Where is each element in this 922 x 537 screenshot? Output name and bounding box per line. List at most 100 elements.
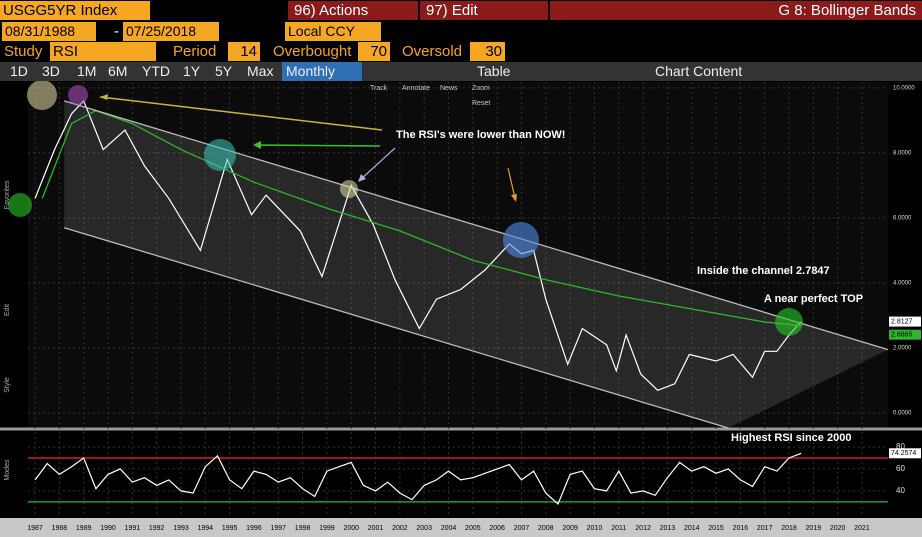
highlight [68,85,88,105]
value-tag-label: 74.2574 [891,450,916,457]
value-tag-label: 2.6865 [891,332,913,339]
date-separator: - [114,23,119,40]
x-tick-label: 1992 [149,525,165,532]
period-field[interactable]: 14 [228,42,260,61]
y-tick-label: 80 [896,442,905,451]
annotation: Inside the channel 2.7847 [697,265,830,277]
highlight [27,81,57,110]
oversold-field[interactable]: 30 [470,42,505,61]
x-tick-label: 2012 [635,525,651,532]
series-line [34,452,802,506]
arrow-head [253,141,261,149]
highlight [340,180,358,198]
range-button[interactable]: Max [247,63,274,79]
x-tick-label: 2016 [733,525,749,532]
x-tick-label: 2011 [611,525,626,532]
study-label: Study [4,43,43,60]
arrow [359,147,396,181]
x-tick-label: 2000 [343,525,359,532]
x-tick-label: 1987 [27,525,43,532]
actions-menu[interactable]: 96) Actions [288,1,418,20]
x-tick-label: 1994 [198,525,214,532]
y-tick-label: 60 [896,464,905,473]
chart: 1987 1988 1989 1990 1991 1992 1993 1994 1995 1996… [0,81,922,537]
x-tick-label: 1993 [173,525,189,532]
arrow-head [511,194,517,202]
y-tick-label: 4.0000 [893,281,912,287]
x-tick-label: 2018 [781,525,797,532]
highlights [8,81,803,336]
price-panel [28,82,888,428]
series-line [64,227,729,429]
edit-menu[interactable]: 97) Edit [420,1,548,20]
arrow-head [358,174,366,182]
oversold-label: Oversold [402,43,463,60]
highlight [503,222,539,258]
value-tag [889,329,921,340]
y-tick-label: 0.0000 [893,411,912,417]
x-tick-label: 2009 [562,525,578,532]
range-bar [0,62,922,81]
range-button[interactable]: 6M [108,63,128,79]
range-button[interactable]: 1Y [183,63,201,79]
x-tick-label: 1995 [222,525,238,532]
end-date[interactable]: 07/25/2018 [123,22,219,41]
x-tick-label: 2019 [806,525,822,532]
x-tick-label: 2006 [489,525,505,532]
range-button[interactable]: 1M [77,63,97,79]
x-tick-label: 1998 [295,525,311,532]
arrow [254,144,381,147]
y-tick-label: 2.0000 [893,346,912,352]
function-title: G 8: Bollinger Bands [550,1,922,20]
range-button[interactable]: 5Y [215,63,233,79]
x-tick-label: 2008 [538,525,554,532]
series-line [64,100,889,351]
y-tick-label: 10.0000 [893,85,915,91]
x-tick-label: 1999 [319,525,335,532]
value-tag [889,316,921,327]
x-tick-label: 2021 [854,525,870,532]
range-button[interactable]: 3D [42,63,60,79]
annotation: A near perfect TOP [764,293,863,305]
value-tag-label: 2.8127 [891,318,913,325]
plot [28,82,889,516]
overlay: 1987 1988 1989 1990 1991 1992 1993 1994 1995 1996… [4,85,921,532]
chart-tool: Track [370,85,388,92]
x-tick-label: 2010 [587,525,603,532]
side-label: Edit [4,304,11,316]
table-button[interactable]: Table [477,63,511,79]
x-tick-label: 2007 [514,525,530,532]
x-tick-label: 2001 [368,525,384,532]
arrow [507,167,516,199]
y-tick-label: 6.0000 [893,216,912,222]
chart-tool: Zoom [472,85,490,92]
study-field[interactable]: RSI [50,42,156,61]
ticker-field[interactable]: USGG5YR Index [0,1,150,20]
x-tick-label: 2020 [830,525,846,532]
chart-tool: Annotate [402,85,430,92]
chart-content-button[interactable]: Chart Content [655,63,743,79]
x-tick-label: 2013 [660,525,676,532]
series-line [34,99,802,391]
currency-field[interactable]: Local CCY [285,22,381,41]
frequency-menu[interactable]: Monthly [282,62,362,81]
overbought-field[interactable]: 70 [358,42,390,61]
x-tick-label: 2015 [708,525,724,532]
chart-tool: News [440,85,458,92]
x-tick-label: 2014 [684,525,700,532]
x-tick-label: 2017 [757,525,773,532]
y-tick-label: 40 [896,486,905,495]
highlight [204,139,236,171]
start-date[interactable]: 08/31/1988 [2,22,96,41]
x-tick-label: 1990 [100,525,116,532]
range-button[interactable]: YTD [142,63,170,79]
highlight [8,193,32,217]
side-label: Style [4,377,11,393]
side-label: Favorites [4,180,11,209]
chart-tool: Reset [472,100,490,107]
x-tick-label: 1996 [246,525,262,532]
side-label: Modes [4,459,11,481]
range-button[interactable]: 1D [10,63,28,79]
highlight [775,308,803,336]
